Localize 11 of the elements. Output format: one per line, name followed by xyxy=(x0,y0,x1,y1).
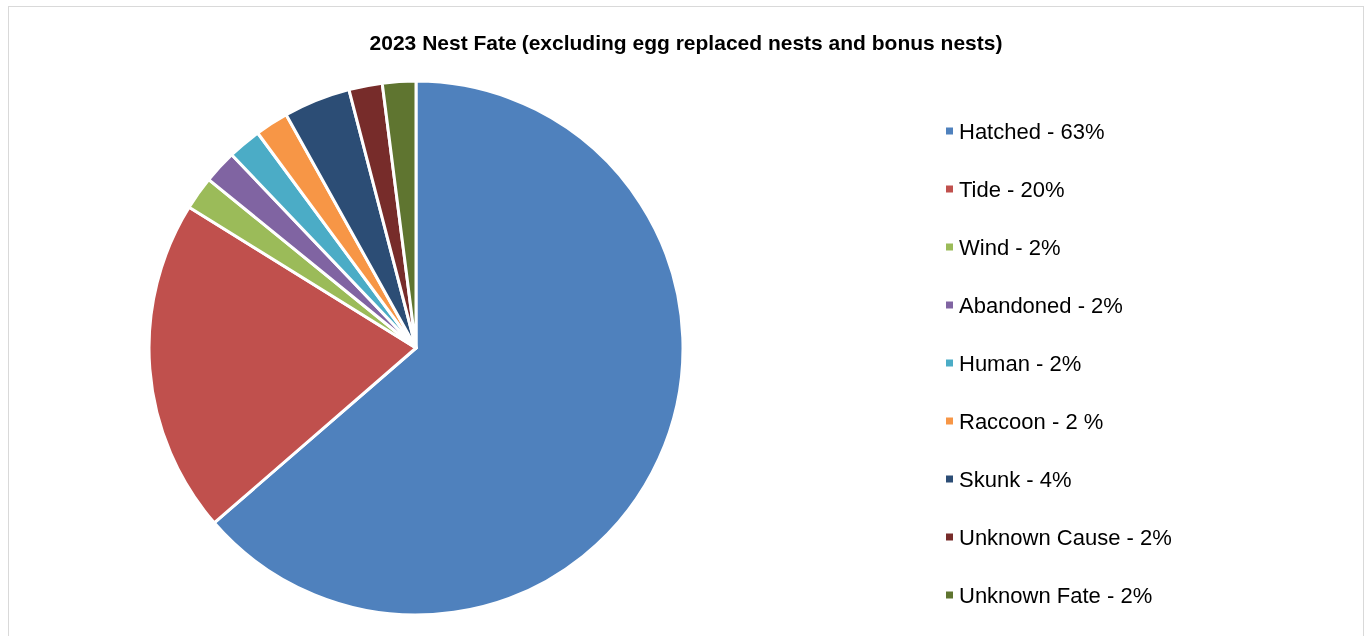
chart-subtitle: (excluding egg replaced nests and bonus nests) xyxy=(521,31,1003,54)
legend-label: Hatched - 63% xyxy=(959,118,1105,144)
legend-label: Unknown Cause - 2% xyxy=(959,524,1172,550)
legend-label: Wind - 2% xyxy=(959,234,1061,260)
legend-label: Human - 2% xyxy=(959,350,1082,376)
chart-title: 2023 Nest Fate xyxy=(369,31,517,54)
legend-label: Skunk - 4% xyxy=(959,466,1072,492)
legend-label: Raccoon - 2 % xyxy=(959,408,1104,434)
legend-label: Tide - 20% xyxy=(959,176,1065,202)
legend-label: Unknown Fate - 2% xyxy=(959,582,1153,608)
legend-label: Abandoned - 2% xyxy=(959,292,1123,318)
